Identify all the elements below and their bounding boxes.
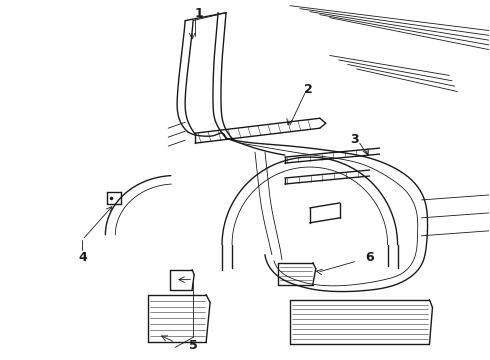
Text: 2: 2	[304, 83, 313, 96]
Text: 5: 5	[189, 339, 197, 352]
Text: 3: 3	[350, 132, 359, 146]
Text: 6: 6	[366, 251, 374, 264]
Text: 1: 1	[195, 7, 203, 20]
Text: 4: 4	[78, 251, 87, 264]
